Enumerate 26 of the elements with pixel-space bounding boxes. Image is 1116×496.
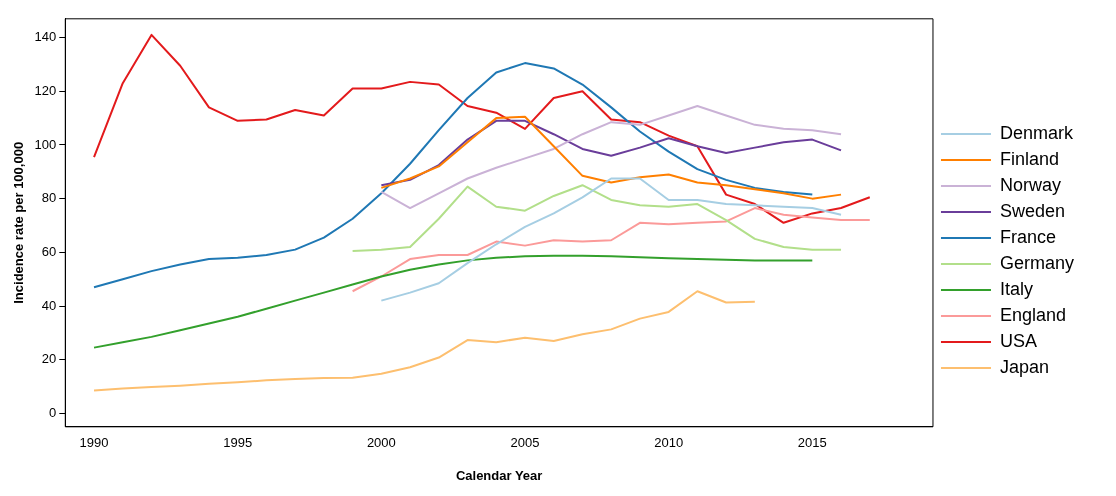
legend-label: Italy <box>999 278 1033 299</box>
y-tick-label: 80 <box>41 190 57 206</box>
legend-label: Japan <box>999 356 1050 377</box>
y-tick-label: 40 <box>41 297 57 313</box>
legend-label: Sweden <box>999 200 1066 221</box>
x-tick-label: 1990 <box>79 435 109 451</box>
x-tick-label: 2015 <box>797 435 827 451</box>
y-tick-label: 120 <box>34 82 57 98</box>
legend-label: USA <box>999 330 1037 351</box>
legend-label: Finland <box>999 148 1060 169</box>
x-axis-title: Calendar Year <box>455 467 543 483</box>
legend-label: Denmark <box>999 122 1074 143</box>
legend-label: England <box>999 304 1067 325</box>
legend-label: Germany <box>999 252 1075 273</box>
legend-label: France <box>999 226 1057 247</box>
x-tick-label: 2000 <box>366 435 396 451</box>
x-tick-label: 1995 <box>223 435 253 451</box>
x-tick-label: 2005 <box>510 435 540 451</box>
legend-label: Norway <box>999 174 1061 195</box>
y-tick-label: 20 <box>41 351 57 367</box>
y-tick-label: 0 <box>49 404 57 420</box>
y-tick-label: 140 <box>34 29 57 45</box>
y-tick-label: 100 <box>34 136 57 152</box>
y-axis-title: Incidence rate per 100,000 <box>11 141 27 304</box>
x-tick-label: 2010 <box>654 435 684 451</box>
y-tick-label: 60 <box>41 243 57 259</box>
